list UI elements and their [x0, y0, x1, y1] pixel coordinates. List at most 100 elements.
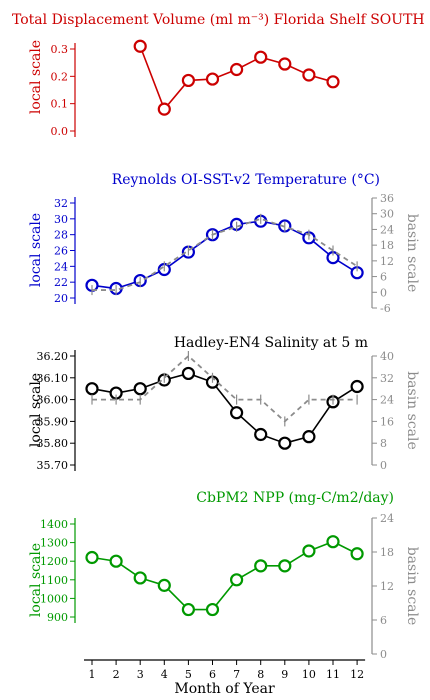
x-tick-label: 11	[326, 668, 340, 681]
right-axis-label-3: basin scale	[404, 371, 420, 450]
data-point-month-3	[133, 39, 147, 53]
data-point-month-4	[157, 102, 171, 116]
left-tick-label: 24	[54, 260, 68, 273]
right-tick-label: 12	[380, 255, 394, 268]
data-point-month-10	[302, 430, 316, 444]
left-tick-label: 22	[54, 276, 68, 289]
left-tick-label: 36.10	[37, 372, 69, 385]
panel-title-4: CbPM2 NPP (mg-C/m2/day)	[196, 490, 394, 506]
left-tick-label: 28	[54, 229, 68, 242]
data-point-month-10	[302, 68, 316, 82]
right-tick-label: 32	[380, 372, 394, 385]
data-point-month-7	[230, 406, 244, 420]
right-tick-label: -6	[380, 302, 391, 315]
left-tick-label: 26	[54, 245, 68, 258]
right-tick-label: 18	[380, 239, 394, 252]
right-tick-label: 16	[380, 415, 394, 428]
data-point-month-4	[157, 578, 171, 592]
data-point-month-11	[326, 535, 340, 549]
data-point-month-7	[230, 573, 244, 587]
left-tick-label: 30	[54, 213, 68, 226]
left-tick-label: 35.70	[37, 459, 69, 472]
data-point-month-5	[181, 602, 195, 617]
data-point-month-7	[230, 62, 244, 77]
data-point-month-5	[181, 366, 195, 381]
left-tick-label: 0.3	[51, 43, 69, 56]
left-tick-label: 900	[47, 611, 68, 624]
panel-title-3: Hadley-EN4 Salinity at 5 m	[174, 335, 368, 351]
x-tick-label: 8	[257, 668, 264, 681]
left-tick-label: 1100	[40, 574, 68, 587]
x-tick-label: 12	[350, 668, 364, 681]
data-point-month-10	[302, 544, 316, 558]
left-tick-label: 35.80	[37, 437, 69, 450]
x-tick-label: 6	[209, 668, 216, 681]
right-axis-label-4: basin scale	[404, 547, 420, 626]
x-tick-label: 5	[185, 668, 192, 681]
x-tick-label: 2	[113, 668, 120, 681]
data-point-month-2	[109, 554, 123, 568]
basin-series-line-2	[92, 217, 358, 291]
right-axis-label-2: basin scale	[404, 214, 420, 293]
x-tick-label: 4	[161, 668, 168, 681]
left-tick-label: 36.00	[37, 394, 69, 407]
data-point-month-12	[350, 547, 364, 561]
left-tick-label: 36.20	[37, 350, 69, 363]
data-point-month-3	[133, 382, 147, 396]
basin-series-line-3	[92, 354, 358, 423]
data-point-month-8	[254, 427, 268, 442]
right-tick-label: 24	[380, 394, 394, 407]
data-point-month-6	[205, 72, 220, 86]
x-tick-label: 3	[137, 668, 144, 681]
left-axis-label-3: local scale	[28, 373, 44, 447]
left-tick-label: 0.1	[51, 98, 69, 111]
left-tick-label: 32	[54, 197, 68, 210]
data-point-month-8	[254, 50, 268, 64]
x-tick-label: 10	[302, 668, 316, 681]
data-point-month-1	[85, 550, 99, 565]
data-point-month-5	[181, 73, 195, 88]
right-tick-label: 6	[380, 271, 387, 284]
right-tick-label: 40	[380, 350, 394, 363]
right-tick-label: 24	[380, 223, 394, 236]
series-line-3	[91, 372, 358, 445]
data-point-month-11	[326, 75, 340, 89]
panel-title-2: Reynolds OI-SST-v2 Temperature (°C)	[112, 172, 380, 188]
left-tick-label: 1000	[40, 592, 68, 605]
right-tick-label: 12	[380, 580, 394, 593]
data-point-month-1	[85, 382, 99, 396]
right-tick-label: 36	[380, 192, 394, 205]
left-tick-label: 35.90	[37, 415, 69, 428]
left-tick-label: 1200	[40, 555, 68, 568]
left-axis-label-1: local scale	[28, 40, 44, 114]
data-point-month-12	[350, 379, 364, 394]
left-tick-label: 1400	[40, 518, 68, 531]
right-tick-label: 0	[380, 286, 387, 299]
right-tick-label: 30	[380, 208, 394, 221]
right-tick-label: 0	[380, 648, 387, 661]
right-tick-label: 18	[380, 546, 394, 559]
data-point-month-9	[278, 436, 292, 450]
left-tick-label: 1300	[40, 537, 68, 550]
x-tick-label: 1	[89, 668, 96, 681]
data-point-month-9	[278, 57, 292, 71]
series-line-4	[91, 540, 358, 611]
left-tick-label: 0.2	[51, 70, 69, 83]
x-axis-label: Month of Year	[174, 681, 275, 697]
left-tick-label: 20	[54, 292, 68, 305]
x-tick-label: 7	[233, 668, 240, 681]
data-point-month-6	[205, 602, 220, 617]
right-tick-label: 8	[380, 437, 387, 450]
right-tick-label: 24	[380, 512, 394, 525]
right-tick-label: 0	[380, 459, 387, 472]
data-point-month-8	[254, 559, 268, 573]
panel-title-1: Total Displacement Volume (ml m⁻³) Flori…	[12, 12, 425, 28]
data-point-month-9	[278, 559, 292, 573]
left-axis-label-4: local scale	[28, 543, 44, 617]
left-axis-label-2: local scale	[28, 213, 44, 287]
data-point-month-3	[133, 571, 147, 585]
x-tick-label: 9	[281, 668, 288, 681]
right-tick-label: 6	[380, 614, 387, 627]
left-tick-label: 0.0	[51, 125, 69, 138]
